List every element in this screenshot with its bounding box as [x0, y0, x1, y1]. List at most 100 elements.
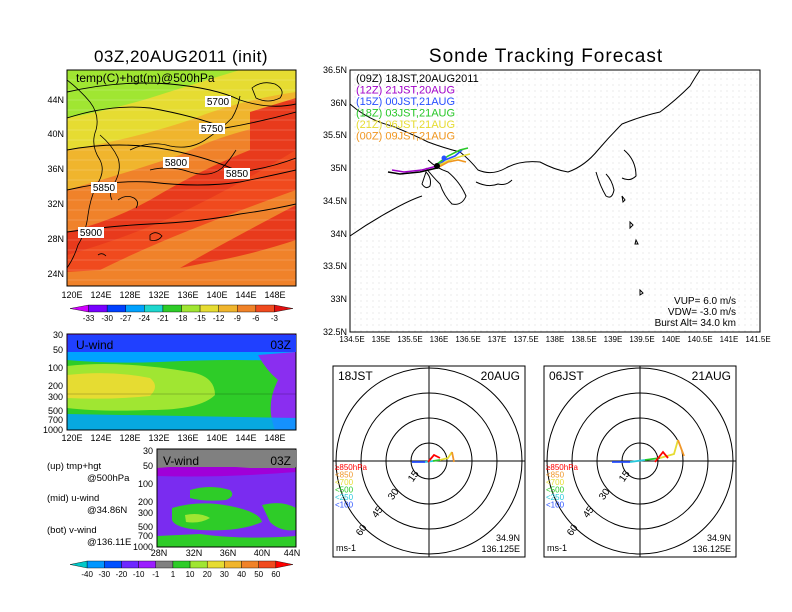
temp-colorbar-swatch [199, 304, 219, 313]
hodo-legend-entry: <850 [335, 471, 354, 480]
temp-colorbar-label: -24 [139, 314, 151, 323]
wind-colorbar-swatch [138, 560, 156, 569]
hodo-legend-entry: ≥850hPa [546, 463, 579, 472]
note-mid: (mid) u-wind [47, 493, 99, 504]
hodo-legend-entry: <250 [335, 493, 354, 502]
contour-label-5750: 5750 [201, 124, 224, 135]
param-burst: Burst Alt= 34.0 km [655, 318, 736, 329]
wind-colorbar-label: -1 [152, 570, 160, 579]
note-mid-lat: @34.86N [87, 505, 127, 516]
hodo-legend-entry: <100 [335, 501, 354, 510]
wind-colorbar-label: -10 [133, 570, 145, 579]
vwind-time: 03Z [270, 454, 291, 468]
vwind-lat-40N: 40N [254, 548, 271, 558]
track-lon-140E: 140E [662, 335, 681, 344]
izu-peninsula [595, 171, 615, 198]
track-00z [436, 159, 467, 169]
uwind-lon-148E: 148E [264, 433, 285, 443]
uwind-p-500: 500 [48, 406, 63, 416]
hodo-legend-entry: ≥850hPa [335, 463, 368, 472]
uwind-p-300: 300 [48, 392, 63, 402]
temperature-colorbar [69, 304, 294, 313]
uwind-lon-120E: 120E [61, 433, 82, 443]
hodo-left-time: 18JST [338, 369, 373, 383]
param-vdw: VDW= -3.0 m/s [668, 307, 736, 318]
track-lon-141.5E: 141.5E [745, 335, 770, 344]
temp-colorbar-swatch [106, 304, 126, 313]
uwind-panel: U-wind 03Z 30 50 100 200 300 500 700 100… [43, 330, 297, 443]
wind-colorbar-label: 1 [171, 570, 176, 579]
wind-colorbar-label: -40 [81, 570, 93, 579]
hodograph-left-trace [412, 451, 455, 463]
contour-label-5850-west: 5850 [93, 183, 116, 194]
launch-point [434, 163, 440, 169]
temp-colorbar-label: -9 [234, 314, 242, 323]
run-legend-entry: (15Z) 00JST,21AUG [356, 96, 455, 108]
wind-colorbar-swatch [121, 560, 139, 569]
track-lat-36N: 36N [330, 98, 347, 108]
track-lon-138.5E: 138.5E [571, 335, 596, 344]
hodo-right-time: 06JST [549, 369, 584, 383]
hodo-legend-entry: <700 [335, 478, 354, 487]
run-legend-entry: (00Z) 09JST,21AUG [356, 131, 455, 143]
wind-colorbar-swatch [207, 560, 225, 569]
awaji-island [421, 171, 431, 189]
vwind-p-300: 300 [138, 508, 153, 518]
honshu-coastline [350, 70, 701, 174]
contour-label-5800: 5800 [165, 158, 188, 169]
hodo-left-legend: ≥850hPa<850<700<500<250<100 [335, 463, 368, 510]
uwind-p-1000: 1000 [43, 425, 63, 435]
track-12z [391, 165, 438, 173]
upper-lon-120E: 120E [61, 290, 82, 300]
hodo-left-date: 20AUG [481, 369, 520, 383]
wind-colorbar-swatch [172, 560, 191, 569]
uwind-lon-124E: 124E [90, 433, 111, 443]
track-lat-35N: 35N [330, 163, 347, 173]
upper-lon-124E: 124E [90, 290, 111, 300]
vwind-lat-32N: 32N [186, 548, 203, 558]
upper-lon-132E: 132E [148, 290, 169, 300]
uwind-lon-132E: 132E [148, 433, 169, 443]
uwind-p-700: 700 [48, 415, 63, 425]
wind-colorbar-swatch [241, 560, 259, 569]
hodograph-right: 06JST 21AUG 15 30 45 60 ≥850hPa<850<700<… [543, 365, 737, 558]
vwind-p-200: 200 [138, 497, 153, 507]
note-up: (up) tmp+hgt [47, 461, 101, 472]
uwind-p-100: 100 [48, 363, 63, 373]
wind-colorbar-label: 40 [237, 570, 246, 579]
vwind-p-30: 30 [143, 446, 153, 456]
hodo-left-lat: 34.9N [496, 533, 520, 543]
sonde-tracks [387, 147, 471, 175]
ise-bay [475, 179, 513, 187]
upper-lon-128E: 128E [119, 290, 140, 300]
track-lon-139.5E: 139.5E [629, 335, 654, 344]
hodo-legend-entry: <100 [546, 501, 565, 510]
track-lon-136.5E: 136.5E [455, 335, 480, 344]
upper-lon-136E: 136E [177, 290, 198, 300]
temp-colorbar-label: -12 [213, 314, 225, 323]
right-title: Sonde Tracking Forecast [429, 46, 663, 67]
temp-colorbar-swatch [181, 304, 201, 313]
izu-island-3 [634, 238, 639, 245]
wind-colorbar-swatch [86, 560, 105, 569]
note-bot-lon: @136.11E [87, 537, 131, 548]
contour-label-5900: 5900 [80, 228, 103, 239]
track-lon-136E: 136E [430, 335, 449, 344]
hodo-left-unit: ms-1 [336, 543, 356, 553]
uwind-lon-144E: 144E [235, 433, 256, 443]
izu-island-1 [621, 195, 626, 204]
run-legend-entry: (21Z) 06JST,21AUG [356, 119, 455, 131]
wind-colorbar-label: 10 [186, 570, 195, 579]
temp-colorbar-label: -30 [101, 314, 113, 323]
wind-colorbar-label: 50 [254, 570, 263, 579]
temp-colorbar-swatch [88, 304, 108, 313]
contour-label-5850-east: 5850 [226, 169, 249, 180]
upper-lat-36N: 36N [47, 164, 64, 174]
track-lon-135.5E: 135.5E [397, 335, 422, 344]
run-legend-entry: (12Z) 21JST,20AUG [356, 85, 455, 97]
track-lon-138E: 138E [546, 335, 565, 344]
contour-labels: 5700 5750 5800 5850 5850 5900 [78, 96, 250, 239]
hodo-right-date: 21AUG [692, 369, 731, 383]
track-21z [436, 153, 471, 167]
temperature-colorbar-labels: -33 -30 -27 -24 -21 -18 -15 -12 -9 -6 -3 [83, 314, 279, 323]
